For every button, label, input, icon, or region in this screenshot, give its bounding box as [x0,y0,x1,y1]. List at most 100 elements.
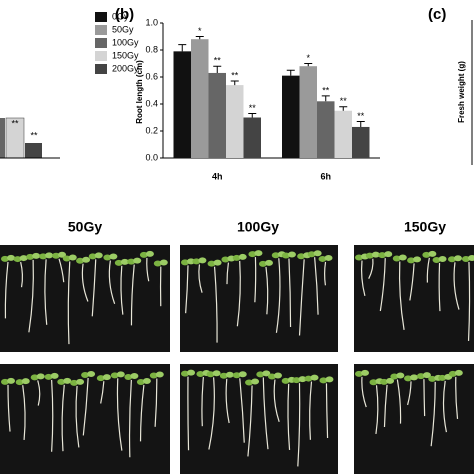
photo [0,245,170,352]
root [198,264,203,293]
root [130,264,135,326]
y-axis-label: Fresh weight (g) [457,61,466,123]
root [20,261,24,288]
leaf [181,259,189,266]
leaf [76,378,85,385]
leaf [390,373,399,380]
root [22,385,26,441]
root [213,266,218,343]
leaf [355,370,363,377]
leaf [206,371,215,378]
error-bar [248,112,257,118]
leaf [130,372,139,379]
leaf [221,256,230,263]
legend-swatch [95,38,107,48]
root [28,259,34,333]
y-tick-label: 0.0 [145,152,158,162]
leaf [396,372,405,379]
leaf [287,251,296,258]
leaf [310,374,319,381]
root [398,261,405,330]
root [368,258,374,279]
leaf [124,373,133,380]
leaf [232,372,241,379]
leaf [248,251,257,258]
significance: * [198,26,202,36]
error-bar [230,80,239,86]
leaf [428,375,437,382]
root [265,266,269,315]
leaf [355,254,363,261]
error-bar [339,106,348,111]
root [325,383,329,439]
leaf [62,255,71,262]
root [407,381,412,406]
leaf [102,374,111,381]
leaf [407,257,416,264]
legend-label: 200Gy [112,63,139,73]
leaf [386,377,395,384]
leaf [21,378,30,385]
legend-swatch [95,25,107,35]
root [297,383,301,467]
leaf [225,371,234,378]
root [154,378,158,427]
significance: * [306,53,310,63]
leaf [116,371,125,378]
leaf [313,250,322,257]
leaf [76,257,85,264]
leaf [109,253,118,260]
root [426,257,430,283]
leaf [325,376,334,383]
root [139,384,145,442]
leaf [114,259,123,266]
panel-label: (c) [428,6,446,23]
leaf [103,254,112,261]
leaf [187,369,195,376]
error-bar [321,95,330,102]
leaf [378,252,387,259]
leaf [7,377,15,384]
leaf [127,258,136,265]
root [61,384,65,452]
leaf [52,252,61,259]
leaf [245,379,254,386]
x-tick-label: 6h [320,171,331,181]
leaf [404,375,413,382]
leaf [307,251,316,258]
photo-grid [0,245,474,474]
leaf [380,378,389,385]
y-tick-label: 0.8 [145,44,158,54]
root [108,260,116,304]
root [409,263,415,301]
significance: ** [322,85,330,95]
leaf [142,377,151,384]
leaf [454,369,463,376]
leaf [410,374,419,381]
root [82,377,89,436]
leaf [438,256,447,263]
root [438,262,441,312]
significance: ** [249,103,257,113]
root [247,385,253,457]
x-tick-label: 4h [212,171,223,181]
leaf [413,256,422,263]
leaf [398,254,407,261]
root [275,258,281,333]
leaf [448,370,457,377]
leaf [213,259,222,266]
leaf [39,253,48,260]
root [430,381,436,447]
leaf [273,372,282,379]
legend-swatch [95,64,107,74]
leaf [145,250,154,257]
leaf [422,251,431,258]
photo-label: 150Gy [404,219,446,235]
root [314,257,319,315]
leaf [254,250,263,257]
leaf [369,379,378,386]
leaf [88,253,97,260]
significance: ** [231,70,239,80]
error-bar [304,63,313,67]
leaf [281,377,290,384]
